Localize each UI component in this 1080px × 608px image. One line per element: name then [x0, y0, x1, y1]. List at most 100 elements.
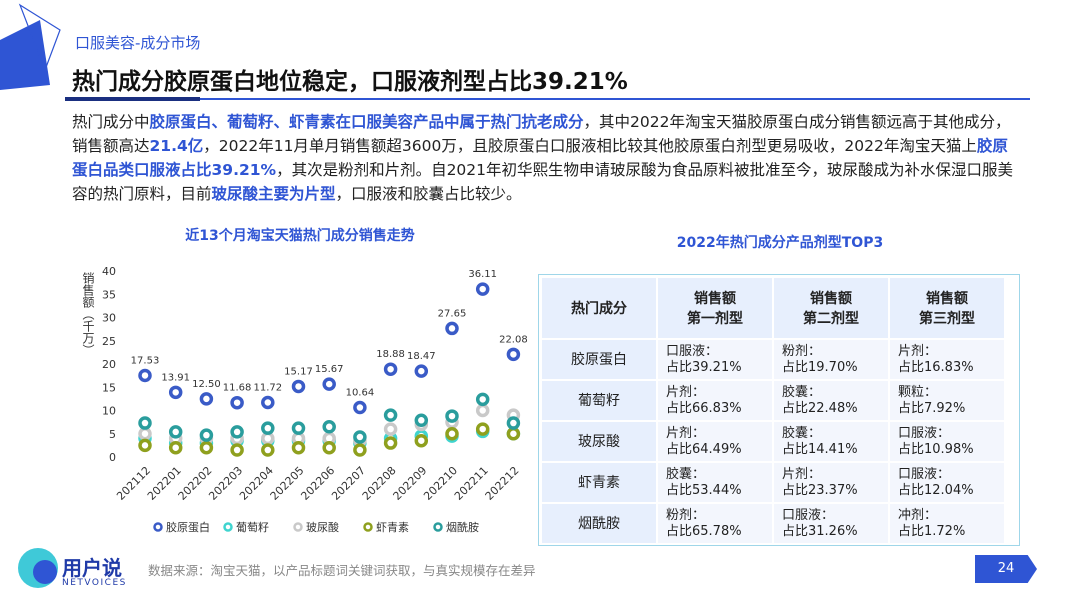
cell-text: 胶囊： — [782, 384, 822, 400]
cell-text: 销售额 — [810, 291, 852, 307]
table-cell: 冲剂： 占比1.72% — [888, 502, 1006, 545]
body-text: 热门成分中 — [72, 113, 150, 131]
data-label: 15.17 — [284, 366, 313, 377]
cell-text: 胶囊： — [666, 466, 706, 482]
table-cell: 玻尿酸 — [540, 420, 658, 463]
data-point — [138, 416, 152, 430]
data-point — [445, 427, 459, 441]
paragraph: 热门成分中胶原蛋白、葡萄籽、虾青素在口服美容产品中属于热门抗老成分，其中2022… — [72, 110, 1022, 206]
data-label: 10.64 — [346, 388, 375, 399]
data-point — [506, 347, 521, 362]
y-tick-label: 35 — [102, 288, 116, 301]
cell-text: 玻尿酸 — [578, 433, 620, 450]
legend-marker — [293, 522, 303, 532]
table-cell: 口服液： 占比39.21% — [656, 338, 774, 381]
legend-label: 胶原蛋白 — [166, 520, 210, 534]
cell-text: 烟酰胺 — [578, 515, 620, 532]
data-label: 17.53 — [131, 355, 160, 366]
table-cell: 片剂： 占比23.37% — [772, 461, 890, 504]
cell-text: 片剂： — [666, 425, 706, 441]
cell-text: 占比16.83% — [898, 359, 974, 375]
table-cell: 片剂： 占比66.83% — [656, 379, 774, 422]
data-label: 22.08 — [499, 334, 528, 345]
cell-text: 第一剂型 — [687, 311, 743, 327]
cell-text: 口服液： — [782, 507, 835, 523]
legend-label: 葡萄籽 — [236, 521, 269, 534]
cell-text: 口服液： — [898, 425, 951, 441]
cell-text: 胶原蛋白 — [571, 351, 627, 368]
data-point — [506, 416, 521, 430]
data-point — [383, 408, 398, 422]
body-text: ，其次是粉剂和片剂。自2021年初华熙生物申请玻尿酸为食品原料被批准至今，玻尿酸… — [72, 161, 1014, 203]
cell-text: 占比31.26% — [782, 523, 858, 539]
data-point — [353, 430, 367, 444]
legend-marker — [363, 522, 373, 532]
data-label: 27.65 — [438, 308, 467, 319]
data-point — [506, 427, 521, 441]
data-point — [383, 436, 398, 450]
cell-text: 占比23.37% — [782, 482, 858, 498]
data-point — [445, 409, 459, 423]
table-row: 葡萄籽 片剂： 占比66.83% 胶囊： 占比22.48% 颗粒： 占比7.92% — [540, 379, 1006, 422]
cell-text: 口服液： — [666, 343, 719, 359]
data-point — [475, 282, 490, 296]
cell-text: 虾青素 — [578, 474, 620, 491]
cell-text: 占比14.41% — [782, 441, 858, 457]
cell-text: 占比64.49% — [666, 441, 742, 457]
data-point — [353, 400, 367, 415]
table-cell: 虾青素 — [540, 461, 658, 504]
corner-outline — [18, 3, 61, 72]
y-tick-label: 10 — [102, 405, 116, 418]
data-label: 11.68 — [223, 383, 252, 394]
table-cell: 烟酰胺 — [540, 502, 658, 545]
data-point — [383, 362, 398, 376]
cell-text: 销售额 — [926, 291, 968, 307]
y-axis-label: 销售额（千万） — [81, 272, 95, 356]
data-point — [138, 368, 152, 383]
data-point — [383, 422, 398, 436]
data-point — [230, 395, 244, 410]
cell-text: 片剂： — [898, 343, 938, 359]
table: 热门成分 销售额 第一剂型 销售额 第二剂型 销售额 第三剂型 胶原蛋白 口服液： 占比39.21… — [540, 276, 1006, 545]
cell-text: 占比12.04% — [898, 482, 974, 498]
highlight-text: 胶原蛋白品类口服液占比39.21% — [72, 137, 1008, 179]
cell-text: 第三剂型 — [919, 311, 975, 327]
logo-sub: NETVOICES — [62, 578, 127, 588]
table-cell: 胶囊： 占比53.44% — [656, 461, 774, 504]
body-text: ，口服液和胶囊占比较少。 — [335, 185, 522, 203]
data-label: 11.72 — [253, 383, 282, 394]
cell-text: 占比1.72% — [898, 523, 966, 539]
table-cell: 胶囊： 占比22.48% — [772, 379, 890, 422]
table-cell: 片剂： 占比64.49% — [656, 420, 774, 463]
table-cell: 葡萄籽 — [540, 379, 658, 422]
legend-label: 虾青素 — [376, 521, 409, 534]
data-point — [322, 420, 336, 434]
legend-marker — [223, 522, 233, 532]
legend-marker — [153, 522, 163, 532]
data-point — [199, 392, 214, 406]
cell-text: 占比19.70% — [782, 359, 858, 375]
highlight-text: 21.4亿 — [149, 137, 204, 155]
cell-text: 占比66.83% — [666, 400, 742, 416]
cell-text: 片剂： — [782, 466, 822, 482]
data-point — [230, 425, 244, 439]
data-point — [475, 403, 490, 418]
data-point — [322, 440, 336, 455]
logo-icon — [33, 560, 57, 584]
cell-text: 占比53.44% — [666, 482, 742, 498]
data-point — [138, 438, 152, 453]
y-tick-label: 5 — [109, 428, 116, 441]
logo: 用户说 — [62, 556, 122, 580]
cell-text: 占比7.92% — [898, 400, 966, 416]
cell-text: 粉剂： — [666, 507, 706, 523]
cell-text: 占比10.98% — [898, 441, 974, 457]
data-point — [414, 433, 429, 448]
table-row: 烟酰胺 粉剂： 占比65.78% 口服液： 占比31.26% 冲剂： 占比1.72% — [540, 502, 1006, 545]
table-row: 虾青素 胶囊： 占比53.44% 片剂： 占比23.37% 口服液： 占比12.04% — [540, 461, 1006, 504]
data-point — [475, 392, 490, 407]
data-point — [291, 421, 306, 435]
table-frame — [538, 274, 1020, 546]
header-cell: 销售额 第一剂型 — [656, 276, 774, 340]
